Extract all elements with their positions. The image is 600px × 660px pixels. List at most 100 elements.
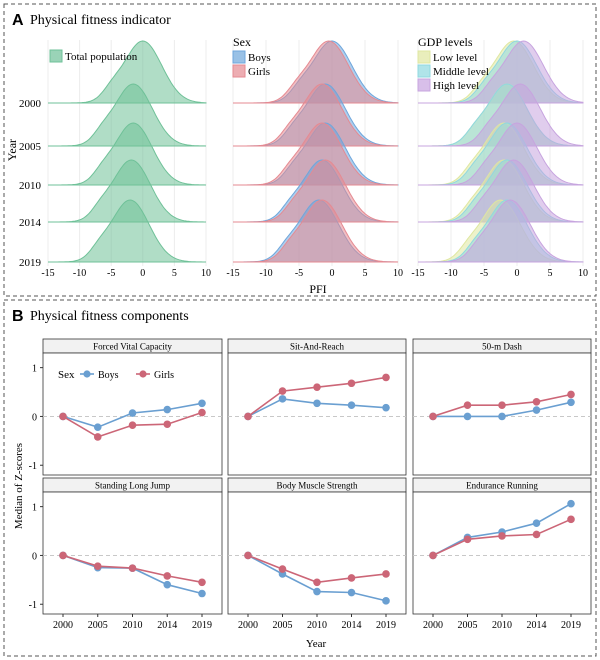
- ridge-density-high-level-2005: [418, 83, 584, 147]
- legend-key-point: [139, 370, 147, 378]
- data-point-girls: [244, 551, 252, 560]
- ridge-density-total-population-2005: [48, 83, 207, 147]
- legend-label-boys: Boys: [98, 370, 119, 381]
- data-point-boys: [567, 398, 575, 407]
- data-point-girls: [59, 551, 67, 560]
- ridge-density-high-level-2000: [418, 40, 584, 104]
- data-point-girls: [382, 570, 390, 578]
- data-point-girls: [567, 515, 575, 524]
- y-tick-label: 0: [32, 412, 37, 423]
- ridge-x-tick: -5: [107, 268, 115, 279]
- data-point-girls: [93, 562, 102, 570]
- ridge-x-tick: 10: [578, 268, 588, 279]
- data-point-boys: [198, 589, 206, 598]
- x-tick-label: 2010: [492, 620, 512, 631]
- line-legend-title: Sex: [58, 369, 75, 381]
- data-point-girls: [498, 401, 506, 410]
- data-point-girls: [59, 412, 67, 421]
- facet-title: 50-m Dash: [482, 342, 522, 352]
- data-point-boys: [532, 406, 541, 414]
- data-point-boys: [93, 423, 102, 431]
- legend-label-girls: Girls: [154, 370, 174, 381]
- data-point-girls: [128, 421, 137, 430]
- data-point-boys: [567, 499, 575, 508]
- ridge-x-tick: 0: [140, 268, 145, 279]
- data-point-girls: [498, 532, 506, 540]
- data-point-boys: [163, 580, 172, 589]
- facet-plot-area: [412, 491, 592, 615]
- y-tick-label: -1: [29, 461, 37, 472]
- facet-plot-area: [227, 491, 407, 615]
- ridge-density-total-population-2019: [48, 199, 206, 263]
- ridge-density-girls-2019: [233, 199, 399, 263]
- year-label-2010: 2010: [19, 180, 42, 192]
- x-tick-label: 2000: [238, 620, 258, 631]
- x-tick-label: 2005: [458, 620, 478, 631]
- data-point-girls: [198, 408, 206, 417]
- data-point-girls: [463, 401, 472, 410]
- data-point-girls: [567, 390, 575, 399]
- x-tick-label: 2019: [561, 620, 581, 631]
- year-label-2014: 2014: [19, 217, 42, 229]
- data-point-girls: [198, 578, 206, 587]
- ridge-x-tick: 5: [363, 268, 368, 279]
- ridge-legend-key: [417, 50, 431, 64]
- data-point-boys: [532, 519, 541, 528]
- ridge-density-total-population-2014: [48, 159, 206, 223]
- year-label-2000: 2000: [19, 98, 42, 110]
- panel-b-ylabel: Median of Z-scores: [13, 443, 25, 529]
- data-point-boys: [163, 405, 172, 414]
- data-point-girls: [128, 564, 137, 572]
- panel-b-letter: B: [12, 308, 24, 325]
- x-tick-label: 2014: [157, 620, 177, 631]
- ridge-x-tick: 5: [172, 268, 177, 279]
- data-point-girls: [313, 383, 321, 391]
- data-point-boys: [313, 399, 321, 408]
- y-tick-label: -1: [29, 600, 37, 611]
- panel-a-letter: A: [12, 12, 24, 29]
- data-point-boys: [463, 412, 472, 421]
- ridge-legend-label: Girls: [248, 66, 270, 78]
- data-point-girls: [532, 398, 541, 406]
- x-tick-label: 2005: [88, 620, 108, 631]
- data-point-boys: [498, 412, 506, 421]
- ridge-legend-label: High level: [433, 80, 479, 92]
- ridge-x-tick: 0: [330, 268, 335, 279]
- data-point-boys: [198, 399, 206, 408]
- ridge-x-tick: -15: [411, 268, 424, 279]
- ridge-x-tick: -15: [41, 268, 54, 279]
- facet-plot-area: [227, 352, 407, 476]
- facet-title: Standing Long Jump: [95, 481, 171, 491]
- ridge-legend-key: [49, 49, 63, 63]
- data-point-girls: [347, 379, 356, 388]
- ridge-legend-label: Middle level: [433, 66, 489, 78]
- ridge-x-tick: 10: [393, 268, 403, 279]
- data-point-girls: [429, 551, 437, 560]
- data-point-girls: [429, 412, 437, 421]
- data-point-boys: [382, 403, 390, 412]
- data-point-girls: [278, 387, 287, 395]
- data-point-girls: [163, 420, 172, 429]
- year-label-2005: 2005: [19, 141, 42, 153]
- ridge-density-high-level-2019: [418, 199, 584, 263]
- x-tick-label: 2000: [53, 620, 73, 631]
- ridge-x-tick: -5: [295, 268, 303, 279]
- ridge-legend-label: Total population: [65, 51, 138, 63]
- ridge-x-tick: -10: [73, 268, 86, 279]
- panel-b-xlabel: Year: [306, 638, 327, 650]
- data-point-girls: [463, 535, 472, 544]
- ridge-x-tick: -10: [444, 268, 457, 279]
- ridge-x-tick: 5: [548, 268, 553, 279]
- ridge-x-tick: 0: [515, 268, 520, 279]
- panel-a-title: Physical fitness indicator: [30, 13, 171, 28]
- x-tick-label: 2014: [342, 620, 362, 631]
- x-tick-label: 2005: [273, 620, 293, 631]
- facet-title: Endurance Running: [466, 481, 538, 491]
- x-tick-label: 2010: [307, 620, 327, 631]
- data-point-boys: [278, 395, 287, 403]
- data-point-boys: [382, 597, 390, 605]
- panel-a-ylabel: Year: [5, 139, 19, 161]
- ridge-x-tick: -10: [259, 268, 272, 279]
- facet-title: Forced Vital Capacity: [93, 342, 172, 352]
- ridge-density-girls-2000: [233, 40, 399, 104]
